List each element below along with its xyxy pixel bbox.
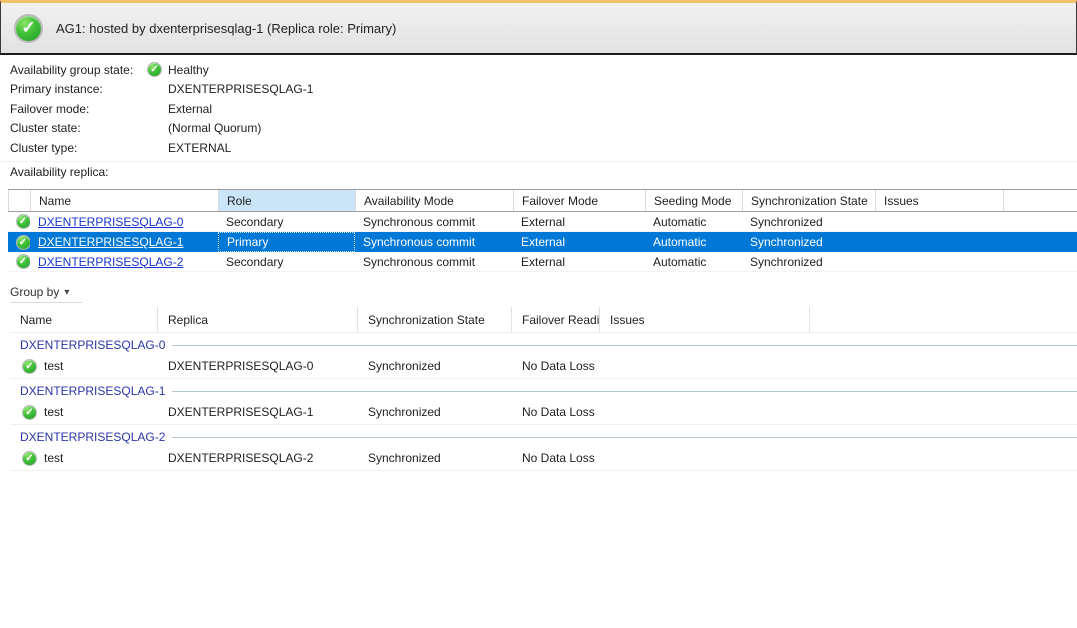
database-row[interactable]: ✓ test DXENTERPRISESQLAG-0 Synchronized … — [10, 354, 1077, 379]
replica-cell: DXENTERPRISESQLAG-0 — [168, 359, 314, 373]
replica-row-selected[interactable]: ✓ DXENTERPRISESQLAG-1 Primary Synchronou… — [8, 232, 1077, 252]
property-label: Failover mode: — [10, 101, 90, 116]
group-rule — [172, 436, 1077, 438]
group-title: DXENTERPRISESQLAG-1 — [20, 384, 166, 398]
pane-divider — [0, 161, 1077, 162]
status-column-header[interactable] — [8, 190, 30, 211]
column-header-issues[interactable]: Issues — [875, 190, 1003, 211]
healthy-check-icon: ✓ — [22, 450, 37, 466]
database-name: test — [44, 451, 64, 465]
dashboard-header: ✓ AG1: hosted by dxenterprisesqlag-1 (Re… — [0, 0, 1077, 55]
column-header-seeding-mode[interactable]: Seeding Mode — [645, 190, 742, 211]
failover-mode-cell: External — [521, 235, 566, 249]
failover-readiness-cell: No Data Loss — [522, 451, 595, 465]
synchronization-state-cell: Synchronized — [750, 254, 823, 269]
replica-row[interactable]: ✓ DXENTERPRISESQLAG-0 Secondary Synchron… — [8, 212, 1077, 232]
healthy-check-icon: ✓ — [14, 13, 43, 43]
databases-grid: Name Replica Synchronization State Failo… — [10, 307, 1077, 471]
synchronization-state-cell: Synchronized — [750, 235, 823, 249]
group-rule — [172, 390, 1077, 392]
property-value: DXENTERPRISESQLAG-1 — [168, 82, 314, 97]
replica-cell: DXENTERPRISESQLAG-2 — [168, 451, 314, 465]
group-rule — [172, 344, 1077, 346]
property-row: Failover mode: External — [10, 99, 313, 119]
issues-cell — [875, 212, 1003, 231]
column-header-synchronization-state[interactable]: Synchronization State — [742, 190, 875, 211]
column-header-issues[interactable]: Issues — [600, 307, 810, 332]
chevron-down-icon: ▾ — [64, 286, 70, 298]
database-group-header: DXENTERPRISESQLAG-1 — [10, 382, 1077, 400]
failover-mode-cell: External — [521, 254, 566, 269]
database-row[interactable]: ✓ test DXENTERPRISESQLAG-1 Synchronized … — [10, 400, 1077, 425]
availability-mode-cell: Synchronous commit — [363, 254, 476, 269]
column-header-failover-mode[interactable]: Failover Mode — [513, 190, 645, 211]
healthy-check-icon: ✓ — [22, 358, 37, 374]
healthy-check-icon: ✓ — [15, 254, 30, 269]
healthy-check-icon: ✓ — [15, 214, 30, 229]
database-group-header: DXENTERPRISESQLAG-0 — [10, 336, 1077, 354]
column-header-role[interactable]: Role — [218, 190, 355, 211]
availability-mode-cell: Synchronous commit — [363, 214, 476, 229]
failover-readiness-cell: No Data Loss — [522, 405, 595, 419]
group-by-label: Group by — [10, 285, 60, 299]
column-header-availability-mode[interactable]: Availability Mode — [355, 190, 513, 211]
role-cell-focused: Primary — [218, 232, 355, 252]
database-group-header: DXENTERPRISESQLAG-2 — [10, 428, 1077, 446]
column-header-name[interactable]: Name — [10, 307, 158, 332]
replica-cell: DXENTERPRISESQLAG-1 — [168, 405, 314, 419]
database-row[interactable]: ✓ test DXENTERPRISESQLAG-2 Synchronized … — [10, 446, 1077, 471]
property-row: Availability group state: ✓ Healthy — [10, 60, 313, 80]
seeding-mode-cell: Automatic — [653, 235, 707, 249]
role-cell: Secondary — [226, 254, 284, 269]
column-header-failover-readiness[interactable]: Failover Readi... — [512, 307, 600, 332]
databases-grid-header: Name Replica Synchronization State Failo… — [10, 307, 1077, 333]
replica-name-link[interactable]: DXENTERPRISESQLAG-0 — [38, 214, 184, 229]
replica-name-link[interactable]: DXENTERPRISESQLAG-1 — [38, 235, 184, 249]
property-row: Cluster state: (Normal Quorum) — [10, 119, 313, 139]
column-header-replica[interactable]: Replica — [158, 307, 358, 332]
synchronization-state-cell: Synchronized — [368, 451, 441, 465]
ag-properties: Availability group state: ✓ Healthy Prim… — [10, 60, 313, 158]
property-label: Primary instance: — [10, 82, 103, 97]
property-value: External — [168, 101, 213, 116]
failover-mode-cell: External — [521, 214, 566, 229]
failover-readiness-cell: No Data Loss — [522, 359, 595, 373]
property-label: Availability group state: — [10, 62, 134, 77]
healthy-check-icon: ✓ — [15, 234, 30, 250]
seeding-mode-cell: Automatic — [653, 214, 707, 229]
replica-grid-header: Name Role Availability Mode Failover Mod… — [8, 189, 1077, 212]
group-title: DXENTERPRISESQLAG-0 — [20, 338, 166, 352]
property-value: (Normal Quorum) — [168, 121, 262, 136]
synchronization-state-cell: Synchronized — [368, 359, 441, 373]
property-row: Primary instance: DXENTERPRISESQLAG-1 — [10, 80, 313, 100]
page-title: AG1: hosted by dxenterprisesqlag-1 (Repl… — [56, 20, 397, 36]
property-label: Cluster state: — [10, 121, 81, 136]
database-name: test — [44, 359, 64, 373]
property-value: Healthy — [168, 62, 209, 77]
property-label: Cluster type: — [10, 140, 78, 155]
database-name: test — [44, 405, 64, 419]
issues-cell — [875, 252, 1003, 271]
availability-mode-cell: Synchronous commit — [363, 235, 476, 249]
replica-grid: Name Role Availability Mode Failover Mod… — [8, 189, 1077, 272]
seeding-mode-cell: Automatic — [653, 254, 707, 269]
healthy-check-icon: ✓ — [147, 62, 162, 78]
replica-name-link[interactable]: DXENTERPRISESQLAG-2 — [38, 254, 184, 269]
synchronization-state-cell: Synchronized — [368, 405, 441, 419]
group-by-button[interactable]: Group by ▾ — [10, 282, 82, 303]
property-value: EXTERNAL — [168, 140, 232, 155]
column-header-name[interactable]: Name — [30, 190, 218, 211]
issues-cell — [875, 232, 1003, 252]
role-cell: Secondary — [226, 214, 284, 229]
property-row: Cluster type: EXTERNAL — [10, 138, 313, 158]
availability-replica-label: Availability replica: — [10, 165, 109, 179]
column-header-filler — [1003, 190, 1077, 211]
healthy-check-icon: ✓ — [22, 404, 37, 420]
synchronization-state-cell: Synchronized — [750, 214, 823, 229]
group-title: DXENTERPRISESQLAG-2 — [20, 430, 166, 444]
replica-row[interactable]: ✓ DXENTERPRISESQLAG-2 Secondary Synchron… — [8, 252, 1077, 272]
column-header-synchronization-state[interactable]: Synchronization State — [358, 307, 512, 332]
